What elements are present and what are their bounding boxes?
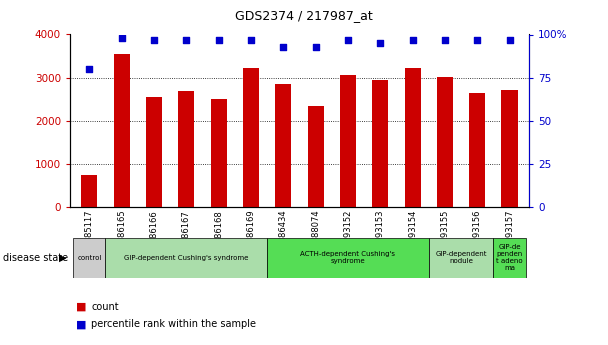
Bar	[404, 68, 421, 207]
Bar	[275, 84, 291, 207]
Bar	[81, 175, 97, 207]
Text: ▶: ▶	[60, 253, 67, 263]
Point	[472, 37, 482, 42]
Bar	[146, 97, 162, 207]
Text: ■: ■	[76, 319, 86, 329]
Bar	[105, 238, 267, 278]
Text: GIP-dependent Cushing's syndrome: GIP-dependent Cushing's syndrome	[124, 255, 249, 261]
Point	[408, 37, 418, 42]
Text: GIP-dependent
nodule: GIP-dependent nodule	[435, 252, 487, 264]
Bar	[114, 54, 130, 207]
Text: ACTH-dependent Cushing's
syndrome: ACTH-dependent Cushing's syndrome	[300, 252, 395, 264]
Bar	[243, 68, 259, 207]
Point	[375, 40, 385, 46]
Point	[149, 37, 159, 42]
Text: GIP-de
penden
t adeno
ma: GIP-de penden t adeno ma	[496, 244, 523, 272]
Bar	[437, 77, 453, 207]
Bar	[178, 90, 195, 207]
Point	[278, 44, 288, 49]
Bar	[372, 80, 389, 207]
Point	[505, 37, 514, 42]
Point	[343, 37, 353, 42]
Bar	[340, 75, 356, 207]
Point	[311, 44, 320, 49]
Text: disease state: disease state	[3, 253, 68, 263]
Point	[181, 37, 191, 42]
Text: GDS2374 / 217987_at: GDS2374 / 217987_at	[235, 9, 373, 22]
Point	[85, 66, 94, 72]
Text: ■: ■	[76, 302, 86, 312]
Bar	[469, 93, 485, 207]
Text: control: control	[77, 255, 102, 261]
Bar	[267, 238, 429, 278]
Point	[246, 37, 256, 42]
Bar	[73, 238, 105, 278]
Point	[117, 35, 126, 41]
Text: percentile rank within the sample: percentile rank within the sample	[91, 319, 256, 329]
Bar	[494, 238, 526, 278]
Text: count: count	[91, 302, 119, 312]
Bar	[308, 106, 323, 207]
Point	[214, 37, 224, 42]
Point	[440, 37, 450, 42]
Bar	[502, 90, 517, 207]
Bar	[429, 238, 494, 278]
Bar	[210, 99, 227, 207]
